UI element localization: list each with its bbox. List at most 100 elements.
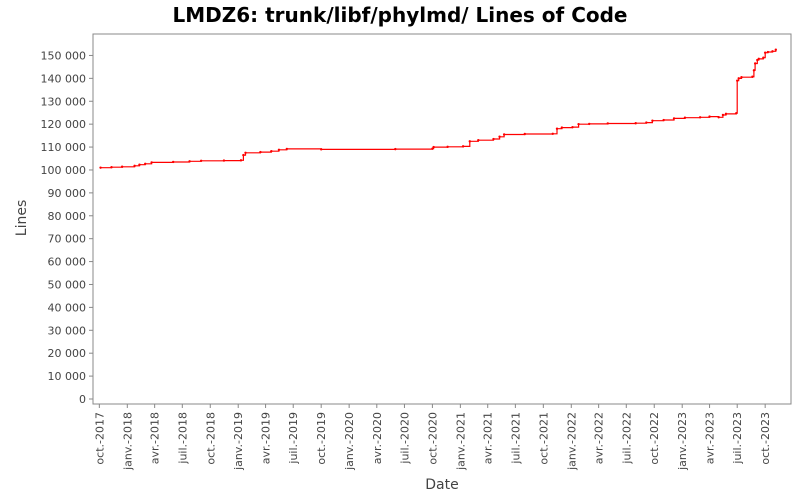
x-axis: oct.-2017 janv.-2018 avr.-2018 juil.-2018 oc… (93, 404, 772, 471)
data-point (588, 122, 591, 126)
data-point (577, 122, 580, 126)
x-tick-label: oct.-2021 (537, 412, 550, 465)
data-point (717, 116, 720, 119)
y-tick-label: 70 000 (48, 233, 87, 246)
x-tick-label: avr.-2020 (371, 412, 384, 464)
x-tick-label: oct.-2022 (648, 412, 661, 465)
y-tick-label: 140 000 (41, 72, 87, 85)
data-point (492, 137, 495, 141)
x-tick-label: avr.-2021 (482, 412, 495, 464)
data-point (144, 162, 147, 165)
data-point (606, 122, 609, 125)
data-point (199, 159, 203, 163)
x-axis-label: Date (425, 477, 458, 493)
data-point (737, 77, 740, 80)
data-point (502, 133, 506, 136)
x-tick-label: avr.-2019 (260, 412, 273, 464)
data-point (683, 116, 687, 119)
x-tick-label: juil.-2022 (620, 412, 633, 465)
x-tick-label: janv.-2022 (565, 412, 578, 471)
y-tick-label: 50 000 (48, 278, 87, 291)
data-point (651, 119, 654, 122)
data-point (188, 160, 191, 163)
y-tick-label: 150 000 (41, 49, 87, 62)
data-point (498, 135, 501, 138)
y-tick-label: 110 000 (41, 141, 87, 154)
data-point (698, 116, 702, 119)
data-point (634, 122, 637, 125)
y-tick-label: 80 000 (48, 210, 87, 223)
data-point (394, 147, 397, 151)
y-tick-label: 130 000 (41, 95, 87, 108)
y-tick-label: 30 000 (48, 324, 87, 337)
y-tick-label: 100 000 (41, 164, 87, 177)
x-tick-label: avr.-2018 (149, 412, 162, 464)
data-point (751, 75, 754, 78)
y-axis: 0 10 000 20 000 30 000 40 000 50 000 60 000 70 … (41, 49, 93, 406)
data-point (724, 112, 728, 116)
y-tick-label: 10 000 (48, 370, 87, 383)
plot-area (92, 33, 792, 405)
x-tick-label: oct.-2019 (315, 412, 328, 465)
x-tick-label: oct.-2018 (204, 412, 217, 465)
data-point (753, 62, 757, 65)
chart-title: LMDZ6: trunk/libf/phylmd/ Lines of Code (172, 3, 627, 27)
data-point (736, 79, 739, 82)
data-point (763, 51, 767, 54)
data-point (222, 159, 226, 162)
data-point (708, 115, 711, 118)
data-point (171, 160, 175, 164)
data-point (239, 159, 243, 162)
data-point (138, 163, 141, 166)
data-point (319, 148, 323, 151)
x-tick-label: juil.-2018 (176, 412, 189, 465)
data-point (242, 153, 245, 157)
x-tick-label: oct.-2020 (426, 412, 439, 465)
x-tick-label: janv.-2019 (232, 412, 245, 471)
y-tick-label: 60 000 (48, 256, 87, 269)
x-tick-label: avr.-2022 (593, 412, 606, 464)
data-point (571, 125, 574, 129)
data-point (150, 161, 153, 164)
x-tick-label: juil.-2021 (509, 412, 522, 465)
data-point (774, 48, 778, 51)
data-point (99, 166, 102, 169)
series-layer (99, 48, 778, 169)
data-point (721, 113, 725, 117)
y-tick-label: 90 000 (48, 187, 87, 200)
x-tick-label: juil.-2023 (731, 412, 744, 465)
data-point (672, 117, 676, 120)
data-point (244, 151, 247, 154)
x-tick-label: janv.-2023 (676, 412, 689, 471)
data-point (270, 149, 273, 153)
data-point (740, 76, 743, 79)
data-point (432, 145, 435, 149)
data-point (662, 118, 665, 122)
data-point (560, 126, 564, 129)
data-point (120, 165, 124, 168)
x-tick-label: janv.-2018 (121, 412, 134, 471)
data-point (766, 50, 770, 54)
data-point (551, 132, 554, 135)
data-point (446, 145, 449, 149)
x-tick-label: janv.-2020 (343, 412, 356, 471)
data-point (477, 138, 480, 142)
data-point (645, 121, 648, 124)
data-point (133, 164, 136, 168)
data-point (285, 147, 289, 151)
data-point (110, 166, 113, 169)
x-tick-label: juil.-2020 (398, 412, 411, 465)
data-point (771, 50, 774, 53)
y-tick-label: 40 000 (48, 301, 87, 314)
y-tick-label: 20 000 (48, 347, 87, 360)
data-point (461, 145, 465, 148)
y-axis-label: Lines (14, 200, 30, 236)
x-tick-label: oct.-2017 (93, 412, 106, 465)
data-point (259, 150, 262, 154)
data-point (752, 69, 756, 72)
x-tick-label: juil.-2019 (287, 412, 300, 465)
x-tick-label: oct.-2023 (759, 412, 772, 465)
x-tick-label: avr.-2023 (704, 412, 717, 464)
y-tick-label: 120 000 (41, 118, 87, 131)
